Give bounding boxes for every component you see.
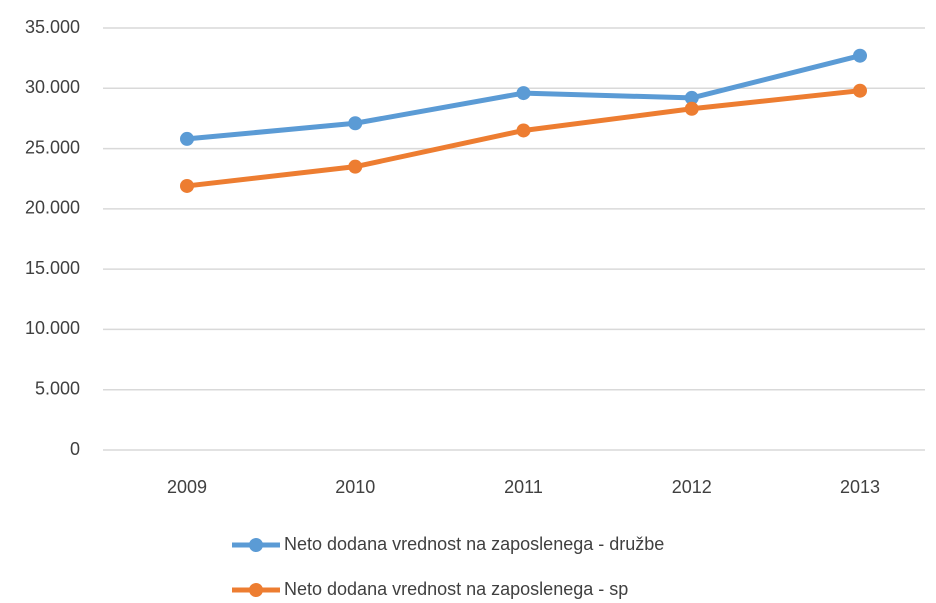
legend-marker bbox=[249, 583, 263, 597]
y-tick-label: 10.000 bbox=[25, 318, 80, 338]
data-point bbox=[853, 83, 867, 98]
data-point bbox=[180, 131, 194, 146]
data-point bbox=[684, 101, 699, 116]
data-point bbox=[348, 159, 363, 174]
legend-label: Neto dodana vrednost na zaposlenega - sp bbox=[284, 579, 628, 599]
y-tick-label: 25.000 bbox=[25, 137, 80, 157]
legend-marker bbox=[249, 538, 263, 552]
data-point bbox=[853, 48, 867, 63]
data-point bbox=[348, 116, 363, 131]
y-tick-label: 0 bbox=[70, 439, 80, 459]
y-tick-label: 35.000 bbox=[25, 17, 80, 37]
y-tick-label: 20.000 bbox=[25, 198, 80, 218]
data-point bbox=[180, 178, 194, 193]
data-point bbox=[516, 123, 531, 138]
x-tick-label: 2009 bbox=[167, 477, 207, 497]
x-tick-label: 2011 bbox=[504, 477, 543, 497]
y-tick-label: 30.000 bbox=[25, 77, 80, 97]
legend-label: Neto dodana vrednost na zaposlenega - dr… bbox=[284, 534, 664, 554]
x-tick-label: 2013 bbox=[840, 477, 880, 497]
series-line bbox=[186, 88, 861, 189]
x-tick-label: 2010 bbox=[335, 477, 375, 497]
y-tick-label: 5.000 bbox=[35, 378, 80, 398]
data-point bbox=[516, 86, 531, 101]
x-tick-label: 2012 bbox=[672, 477, 712, 497]
data-point bbox=[684, 90, 699, 105]
y-tick-label: 15.000 bbox=[25, 258, 80, 278]
